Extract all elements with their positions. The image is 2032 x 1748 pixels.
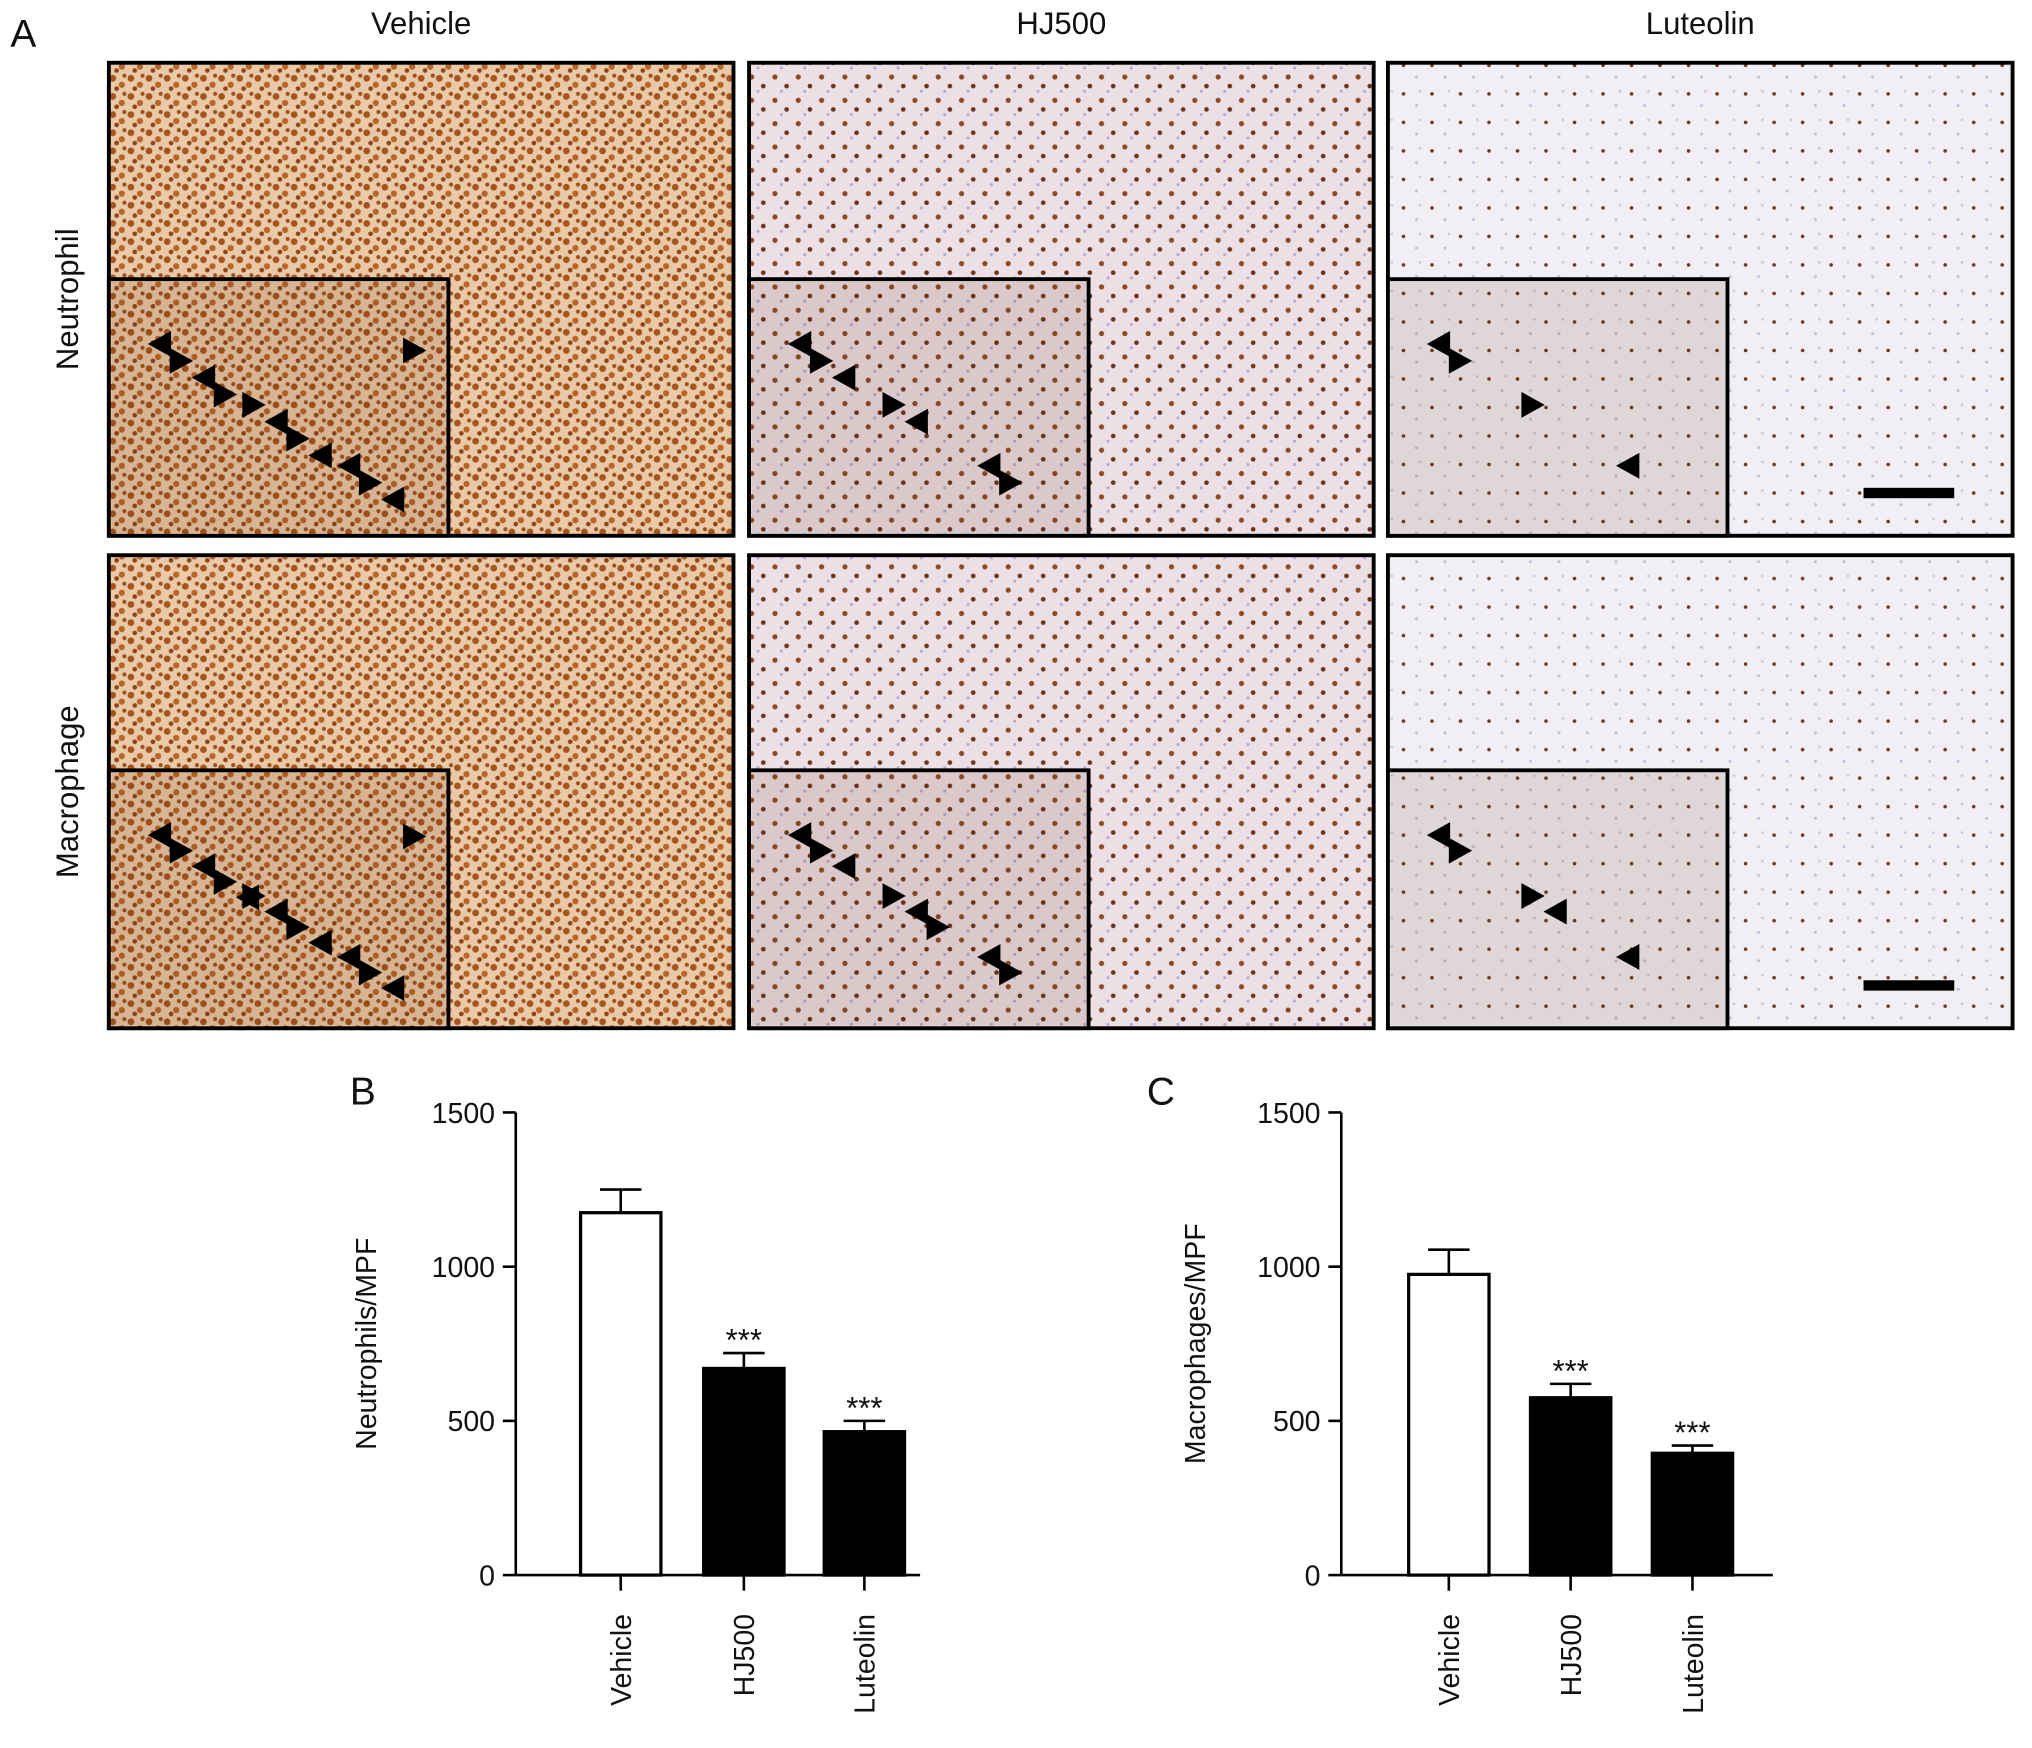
arrowhead bbox=[147, 331, 172, 357]
inset-tint bbox=[1390, 772, 1725, 1026]
arrowhead bbox=[882, 391, 906, 418]
scale-bar bbox=[1863, 487, 1955, 499]
arrowhead bbox=[1448, 347, 1473, 374]
arrowhead bbox=[1521, 883, 1545, 909]
significance-label: *** bbox=[1674, 1415, 1710, 1450]
inset-tint bbox=[751, 281, 1086, 534]
arrowhead bbox=[999, 959, 1023, 986]
arrowhead bbox=[787, 822, 812, 849]
y-tick-label: 1500 bbox=[1257, 1098, 1320, 1130]
column-title: Vehicle bbox=[371, 6, 471, 41]
arrowhead bbox=[235, 884, 260, 911]
significance-label: *** bbox=[726, 1322, 762, 1357]
arrowhead bbox=[381, 486, 405, 513]
arrowhead bbox=[787, 331, 812, 357]
arrowhead bbox=[1616, 452, 1640, 479]
y-tick-label: 0 bbox=[1305, 1560, 1321, 1592]
x-tick-label: Luteolin bbox=[850, 1614, 882, 1714]
arrowhead bbox=[809, 347, 834, 374]
x-tick-label: Luteolin bbox=[1678, 1614, 1710, 1714]
significance-label: *** bbox=[846, 1390, 882, 1425]
arrowhead bbox=[336, 943, 361, 970]
inset bbox=[1385, 277, 1730, 538]
arrowhead bbox=[308, 929, 332, 956]
bar bbox=[1407, 1272, 1491, 1577]
panel-label: C bbox=[1147, 1071, 1175, 1114]
y-tick-label: 1000 bbox=[432, 1252, 495, 1284]
arrowhead bbox=[191, 853, 216, 880]
arrowhead bbox=[381, 975, 405, 1001]
y-axis-label: Macrophages/MPF bbox=[1180, 1223, 1212, 1464]
inset bbox=[1385, 768, 1730, 1031]
arrowhead bbox=[1521, 391, 1545, 418]
inset bbox=[106, 277, 451, 538]
y-axis-label: Neutrophils/MPF bbox=[351, 1238, 383, 1450]
inset bbox=[747, 277, 1091, 538]
arrowhead bbox=[286, 425, 310, 452]
arrowhead bbox=[1543, 898, 1567, 925]
row-title: Macrophage bbox=[50, 705, 85, 878]
arrowhead bbox=[882, 883, 906, 909]
arrowhead bbox=[358, 469, 383, 496]
arrowhead bbox=[336, 452, 361, 479]
arrowhead bbox=[242, 391, 266, 418]
y-tick-label: 1000 bbox=[1257, 1252, 1320, 1284]
bar bbox=[1528, 1396, 1613, 1577]
bar bbox=[1650, 1451, 1735, 1577]
column-title: Luteolin bbox=[1646, 6, 1755, 41]
arrowhead bbox=[1426, 822, 1451, 849]
arrowhead bbox=[403, 823, 427, 850]
y-tick-label: 1500 bbox=[432, 1098, 495, 1130]
arrowhead bbox=[1616, 943, 1640, 970]
arrowhead bbox=[213, 381, 238, 408]
arrowhead bbox=[904, 898, 928, 925]
arrowhead bbox=[264, 408, 288, 435]
y-tick-label: 0 bbox=[479, 1560, 495, 1592]
x-tick-label: Vehicle bbox=[1434, 1614, 1466, 1706]
scale-bar bbox=[1863, 980, 1955, 991]
arrowhead bbox=[904, 408, 928, 435]
arrowhead bbox=[286, 914, 310, 941]
x-tick-label: HJ500 bbox=[729, 1614, 761, 1696]
arrowhead bbox=[831, 853, 856, 880]
arrowhead bbox=[264, 898, 288, 925]
panel-label: B bbox=[350, 1071, 376, 1114]
significance-label: *** bbox=[1552, 1353, 1588, 1388]
bar bbox=[702, 1366, 786, 1577]
inset bbox=[747, 768, 1091, 1031]
y-tick-label: 500 bbox=[447, 1406, 495, 1438]
arrowhead bbox=[308, 442, 332, 469]
bar bbox=[822, 1430, 907, 1577]
inset-tint bbox=[111, 281, 446, 534]
arrowhead bbox=[147, 822, 172, 849]
arrowhead bbox=[358, 959, 383, 986]
arrowhead bbox=[831, 364, 856, 391]
arrowhead bbox=[977, 452, 1001, 479]
arrowhead bbox=[809, 837, 834, 864]
arrowhead bbox=[999, 469, 1023, 496]
arrowhead bbox=[977, 943, 1001, 970]
x-tick-label: Vehicle bbox=[606, 1614, 638, 1706]
column-title: HJ500 bbox=[1016, 6, 1106, 41]
inset-tint bbox=[1390, 281, 1725, 534]
bar bbox=[578, 1211, 663, 1577]
arrowhead bbox=[169, 347, 194, 374]
arrowhead bbox=[1426, 331, 1451, 357]
arrowhead bbox=[403, 337, 427, 364]
arrowhead bbox=[926, 914, 950, 941]
y-tick-label: 500 bbox=[1273, 1406, 1321, 1438]
row-title: Neutrophil bbox=[50, 228, 85, 370]
arrowhead bbox=[169, 837, 194, 864]
arrowhead bbox=[1448, 837, 1473, 864]
x-tick-label: HJ500 bbox=[1556, 1614, 1588, 1696]
panel-label: A bbox=[10, 13, 36, 56]
arrowhead bbox=[213, 868, 238, 895]
arrowhead bbox=[191, 364, 216, 391]
inset-tint bbox=[751, 772, 1086, 1026]
